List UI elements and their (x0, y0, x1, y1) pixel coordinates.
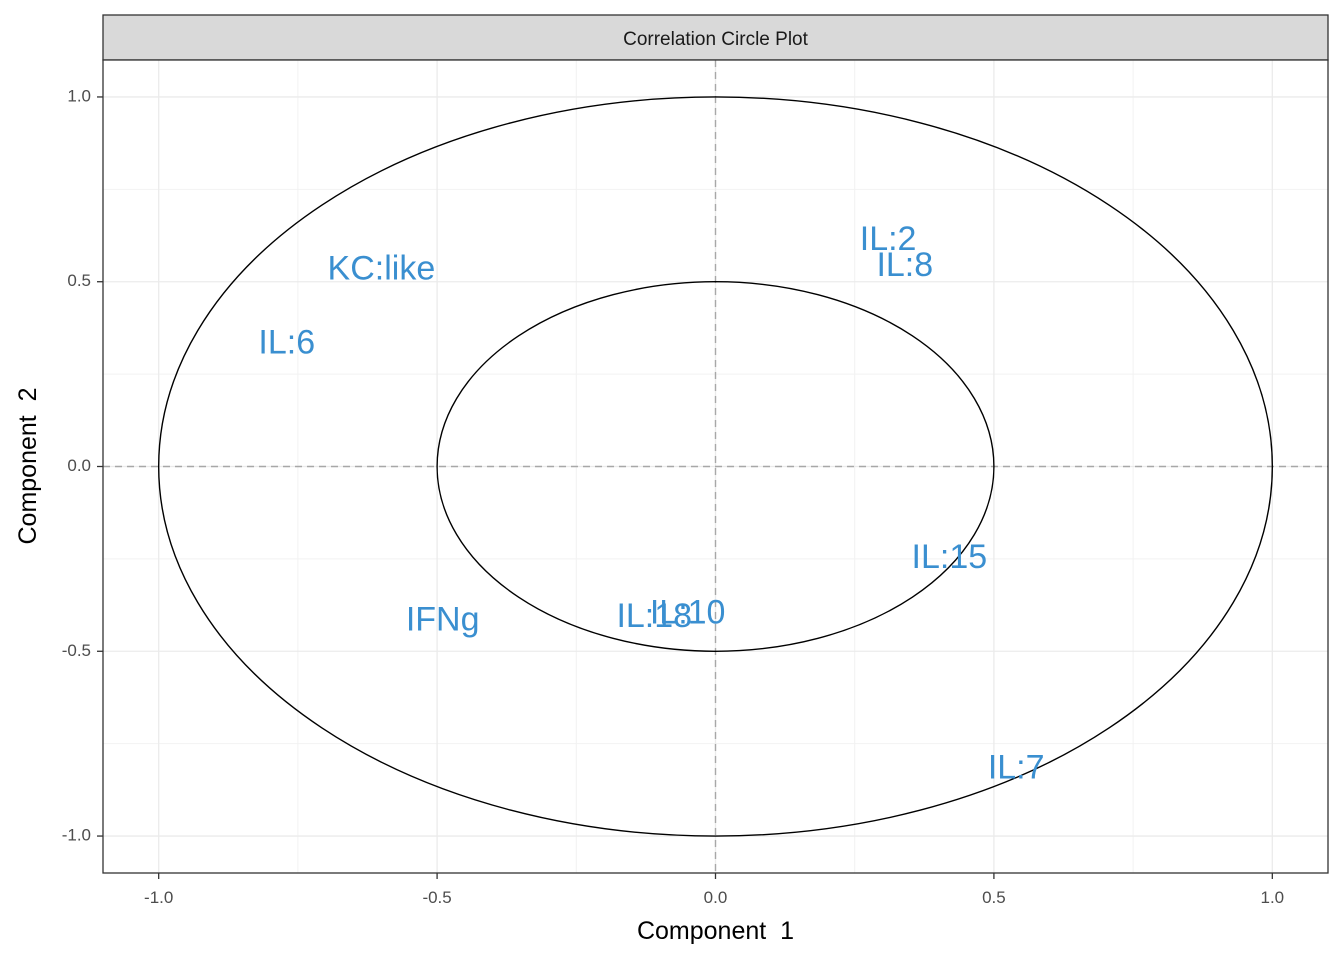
y-axis: -1.0 -0.5 0.0 0.5 1.0 (62, 86, 103, 845)
variable-label: IL:6 (258, 324, 315, 362)
x-axis-title: Component 1 (637, 917, 794, 945)
x-axis: -1.0 -0.5 0.0 0.5 1.0 (144, 873, 1284, 907)
variable-label: IL:2 (860, 220, 917, 258)
y-tick-label: 0.5 (67, 271, 91, 290)
y-tick-label: 0.0 (67, 456, 91, 475)
outer-circle (157, 96, 1274, 837)
chart-title: Correlation Circle Plot (623, 29, 809, 50)
x-tick-label: -1.0 (144, 888, 173, 907)
y-axis-title: Component 2 (14, 387, 42, 544)
y-tick-label: -1.0 (62, 826, 91, 845)
correlation-circles (157, 96, 1274, 837)
variable-label: KC:like (328, 250, 436, 288)
variable-label: IL:8 (876, 246, 933, 284)
variable-label: IL:18 (616, 597, 692, 635)
y-tick-label: -0.5 (62, 641, 91, 660)
x-tick-label: -0.5 (422, 888, 451, 907)
inner-circle (436, 281, 995, 652)
variable-label: IFNg (406, 601, 480, 639)
reference-lines (103, 60, 1328, 873)
variable-label: IL:10 (650, 593, 726, 631)
variable-label: IL:7 (988, 749, 1045, 787)
strip-header (102, 14, 1329, 61)
x-tick-label: 0.0 (704, 888, 728, 907)
variable-label: IL:15 (912, 538, 988, 576)
x-tick-label: 1.0 (1260, 888, 1284, 907)
y-tick-label: 1.0 (67, 86, 91, 105)
x-tick-label: 0.5 (982, 888, 1006, 907)
